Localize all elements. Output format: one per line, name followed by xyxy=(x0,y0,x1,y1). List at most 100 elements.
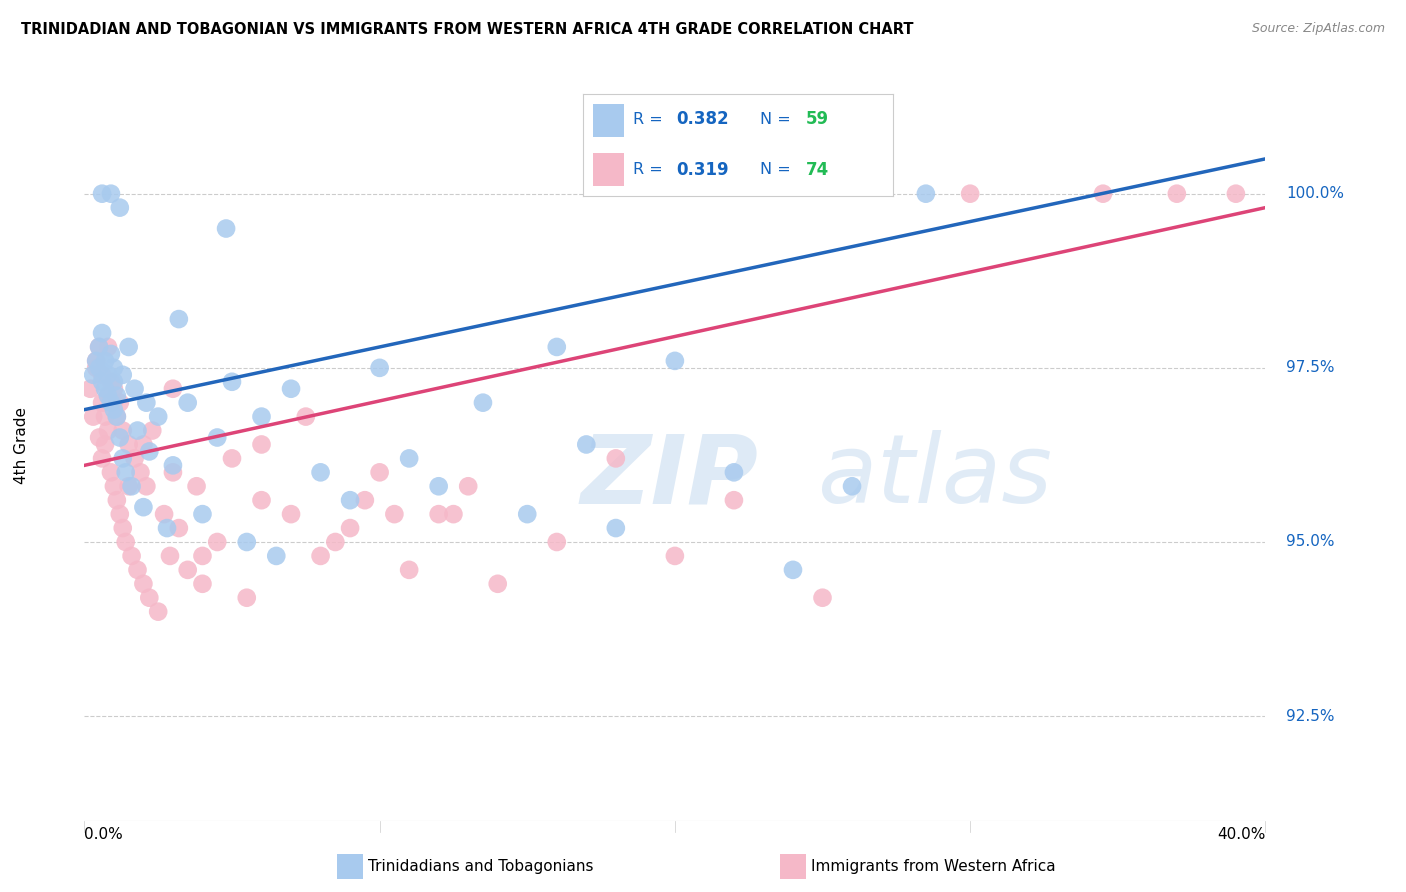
Point xyxy=(427,507,450,521)
Point xyxy=(105,493,128,508)
Point xyxy=(94,409,117,424)
Text: N =: N = xyxy=(759,162,796,178)
Point xyxy=(84,354,107,368)
Point xyxy=(118,437,141,451)
Point xyxy=(87,340,111,354)
Point xyxy=(664,354,686,368)
Point xyxy=(605,451,627,466)
Point xyxy=(100,186,122,201)
Point xyxy=(91,326,114,340)
Point xyxy=(427,479,450,493)
Point xyxy=(138,591,160,605)
Point xyxy=(723,493,745,508)
Text: N =: N = xyxy=(759,112,796,127)
Point xyxy=(295,409,318,424)
Point xyxy=(177,395,200,409)
Text: 59: 59 xyxy=(806,111,830,128)
Point xyxy=(94,437,117,451)
Point xyxy=(135,479,157,493)
Point xyxy=(323,535,347,549)
Point xyxy=(811,591,834,605)
Point xyxy=(167,521,190,535)
Point xyxy=(959,186,981,201)
Point xyxy=(664,549,686,563)
Point xyxy=(97,368,120,382)
Point xyxy=(114,535,136,549)
Point xyxy=(79,382,101,396)
Point xyxy=(91,368,114,382)
Text: 100.0%: 100.0% xyxy=(1286,186,1344,202)
Point xyxy=(186,479,208,493)
Point xyxy=(91,395,114,409)
Point xyxy=(148,409,170,424)
Point xyxy=(111,424,134,438)
Point xyxy=(100,375,122,389)
Point xyxy=(215,221,238,235)
Point xyxy=(105,409,128,424)
Point xyxy=(235,591,259,605)
Point xyxy=(915,186,938,201)
Point xyxy=(368,466,391,480)
Point xyxy=(100,466,122,480)
Point xyxy=(1225,186,1247,201)
Point xyxy=(127,424,149,438)
Point xyxy=(114,466,136,480)
Point xyxy=(82,409,104,424)
Point xyxy=(309,466,332,480)
Point xyxy=(103,382,125,396)
FancyBboxPatch shape xyxy=(593,153,624,186)
Point xyxy=(91,375,114,389)
Point xyxy=(100,347,122,361)
Point xyxy=(108,507,131,521)
Text: Immigrants from Western Africa: Immigrants from Western Africa xyxy=(811,859,1056,873)
Point xyxy=(94,354,117,368)
Point xyxy=(124,382,146,396)
Point xyxy=(100,395,122,409)
Point xyxy=(94,382,117,396)
Point xyxy=(132,576,155,591)
Point xyxy=(84,360,107,375)
Point xyxy=(205,430,228,444)
Point xyxy=(472,395,495,409)
Point xyxy=(398,563,420,577)
Point xyxy=(280,507,302,521)
Point xyxy=(111,451,134,466)
Point xyxy=(87,340,111,354)
Point xyxy=(441,507,464,521)
Point xyxy=(97,389,120,403)
Point xyxy=(486,576,509,591)
Point xyxy=(546,535,568,549)
Point xyxy=(575,437,598,451)
Point xyxy=(103,402,125,417)
Point xyxy=(782,563,804,577)
Point xyxy=(103,375,125,389)
Text: 0.382: 0.382 xyxy=(676,111,728,128)
Point xyxy=(127,563,149,577)
Point xyxy=(105,409,128,424)
Point xyxy=(121,479,143,493)
Text: R =: R = xyxy=(633,112,668,127)
Point xyxy=(177,563,200,577)
Point xyxy=(250,409,273,424)
Text: 4th Grade: 4th Grade xyxy=(14,408,28,484)
Point xyxy=(309,549,332,563)
Point xyxy=(339,493,361,508)
Point xyxy=(132,500,155,515)
Text: 74: 74 xyxy=(806,161,830,178)
Point xyxy=(221,375,243,389)
Point xyxy=(264,549,288,563)
Point xyxy=(1092,186,1115,201)
Point xyxy=(118,340,141,354)
Point xyxy=(156,521,179,535)
Point xyxy=(105,389,128,403)
Point xyxy=(368,360,391,375)
Point xyxy=(516,507,538,521)
Point xyxy=(546,340,568,354)
Point xyxy=(148,605,170,619)
Point xyxy=(457,479,479,493)
Point xyxy=(723,466,745,480)
Point xyxy=(235,535,259,549)
Point xyxy=(250,437,273,451)
Point xyxy=(132,437,155,451)
Point xyxy=(221,451,243,466)
